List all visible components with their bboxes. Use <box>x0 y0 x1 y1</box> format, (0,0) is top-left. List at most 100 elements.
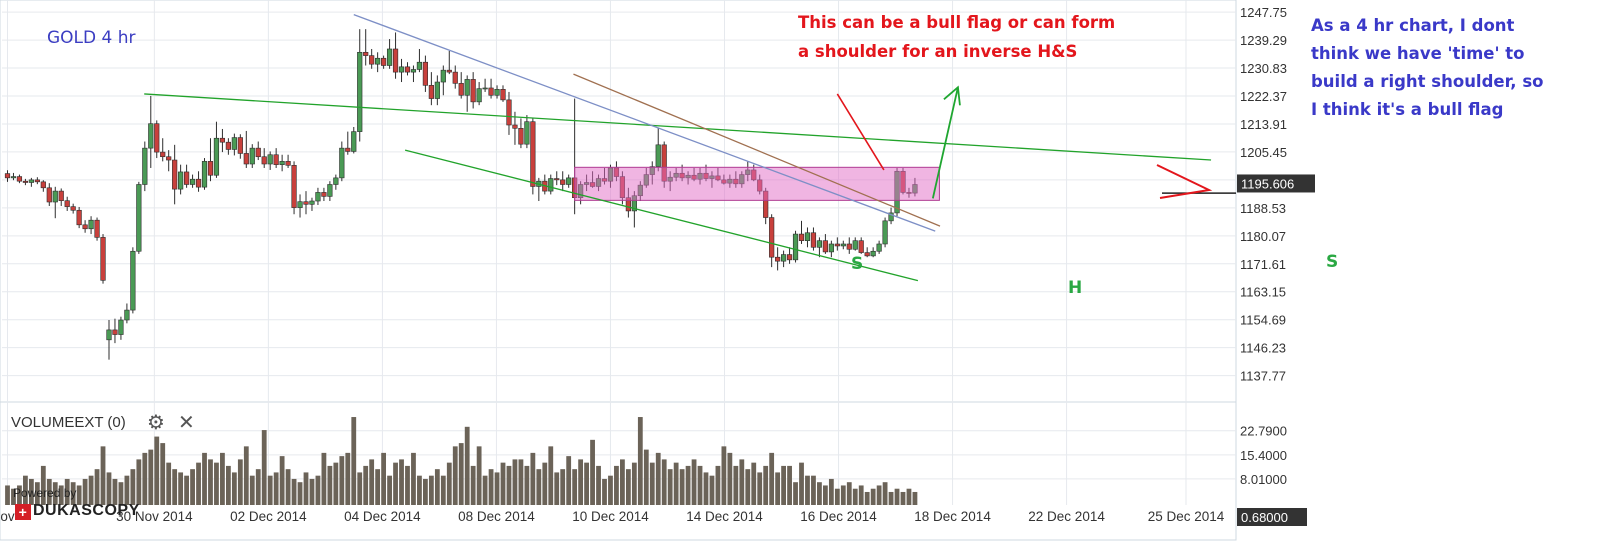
close-icon[interactable]: ✕ <box>178 412 195 434</box>
volume-bar <box>387 475 392 505</box>
candle-body <box>500 89 506 101</box>
price-tick-label: 1213.91 <box>1240 117 1287 132</box>
candle-body <box>560 179 566 185</box>
volume-bar <box>560 469 566 505</box>
volume-bar <box>506 465 512 505</box>
candle-body <box>267 154 273 165</box>
candle-body <box>106 329 112 341</box>
candle-body <box>464 79 470 96</box>
candle-body <box>775 256 781 262</box>
volume-bar <box>369 459 375 505</box>
consolidation-zone <box>574 166 940 201</box>
candle-body <box>339 147 345 179</box>
volume-bar <box>357 472 363 505</box>
volume-bar <box>584 462 589 505</box>
candle-body <box>422 61 429 86</box>
volume-bar <box>596 465 601 505</box>
volume-bar <box>805 475 810 505</box>
candle-body <box>52 190 58 203</box>
trendline <box>353 14 936 232</box>
volume-bar <box>208 459 213 505</box>
volume-bar <box>363 465 369 505</box>
time-tick-label: 18 Dec 2014 <box>914 509 991 524</box>
volume-bar <box>184 475 189 505</box>
volume-bar <box>757 472 763 505</box>
candle-body <box>315 192 321 202</box>
candle-body <box>70 206 76 211</box>
candle-body <box>261 156 267 165</box>
volume-bar <box>381 452 387 505</box>
volume-bar <box>530 452 536 505</box>
axis-layer: 1247.75 1239.29 1230.83 1222.37 1213.91 1205.… <box>0 5 1315 526</box>
volume-bar <box>524 465 530 505</box>
volume-bar <box>858 485 864 505</box>
candle-body <box>369 55 375 65</box>
volume-bar <box>715 465 721 505</box>
volume-bar <box>727 452 733 505</box>
volume-bar <box>488 469 494 505</box>
candle-body <box>458 83 464 96</box>
candle-body <box>297 201 303 208</box>
volume-bar <box>787 465 792 505</box>
candle-body <box>124 309 130 321</box>
candle-body <box>786 254 793 261</box>
candle-body <box>655 144 661 167</box>
volume-bar <box>417 475 422 505</box>
gear-icon[interactable]: ⚙ <box>147 412 165 434</box>
candle-body <box>58 190 64 201</box>
candle-body <box>494 89 500 96</box>
volume-bar <box>375 469 381 505</box>
volume-bar <box>202 452 207 505</box>
trendline <box>404 149 919 282</box>
volume-bar <box>249 475 255 505</box>
price-tick-label: 1146.23 <box>1240 341 1286 356</box>
time-tick-label: 10 Dec 2014 <box>572 509 649 524</box>
candle-body <box>554 178 560 181</box>
volume-bar <box>578 459 584 505</box>
volume-bar <box>691 459 697 505</box>
current-price-box <box>1237 174 1315 193</box>
candle-body <box>518 128 524 145</box>
brand-name: DUKASCOPY <box>33 502 140 519</box>
volume-bar <box>452 446 458 505</box>
overlay-layer <box>144 14 1236 282</box>
candle-body <box>386 48 393 66</box>
volume-bar <box>148 449 154 505</box>
candle-body <box>303 201 309 205</box>
candle-body <box>273 154 279 165</box>
candle-body <box>404 66 411 73</box>
candle-body <box>291 165 297 208</box>
candle-body <box>416 61 423 70</box>
volume-bar <box>399 459 404 505</box>
volume-bar <box>679 469 685 505</box>
candle-body <box>398 66 405 73</box>
candle-body <box>178 171 184 190</box>
volume-bar <box>17 485 22 505</box>
candle-body <box>357 51 363 132</box>
volume-bar <box>822 485 828 505</box>
volume-bar <box>817 482 822 505</box>
volume-bar <box>88 475 94 505</box>
time-tick-label: 08 Dec 2014 <box>458 509 535 524</box>
candle-body <box>16 176 23 182</box>
candle-body <box>846 243 852 250</box>
volume-bar <box>411 452 416 505</box>
volume-bar <box>608 475 613 505</box>
volume-bar <box>745 469 751 505</box>
volume-bar <box>237 459 243 505</box>
right-shoulder-note: As a 4 hr chart, I dont think we have 't… <box>1311 16 1544 119</box>
time-tick-label: 22 Dec 2014 <box>1028 509 1105 524</box>
volume-bar <box>733 465 739 505</box>
volume-bar <box>721 446 727 505</box>
candle-body <box>410 69 417 73</box>
volume-bar <box>840 485 846 505</box>
dukascopy-cross-icon: + <box>15 504 31 520</box>
price-tick-label: 1171.61 <box>1240 257 1286 272</box>
volume-bar <box>231 472 237 505</box>
volume-bar <box>667 469 673 505</box>
volume-bar <box>243 446 249 505</box>
candle-body <box>780 254 787 262</box>
candle-body <box>566 177 572 185</box>
candle-body <box>142 147 148 185</box>
